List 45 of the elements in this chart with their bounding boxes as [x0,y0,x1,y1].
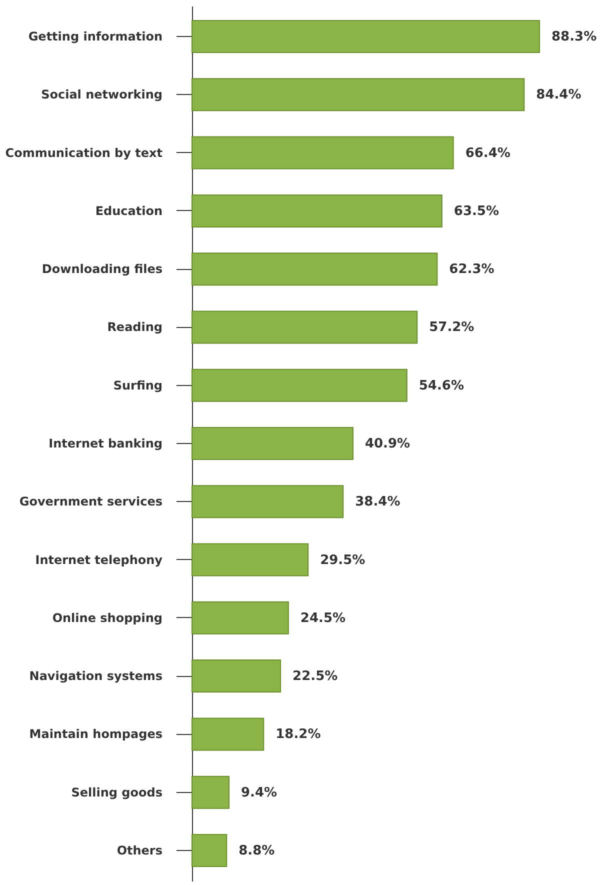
bar [192,310,418,344]
y-tick-label: Internet telephony [35,552,163,567]
bar [192,194,442,228]
bar [192,601,289,634]
data-label: 22.5% [292,669,338,684]
bar [192,543,309,576]
y-tick-label: Getting information [28,30,162,44]
bar [192,834,228,867]
y-tick-label: Reading [107,320,162,334]
y-tick-label: Surfing [113,378,162,392]
data-label: 63.5% [454,204,500,219]
bar [192,427,354,460]
data-label: 40.9% [364,436,410,452]
data-label: 62.3% [449,262,494,278]
y-tick-label: Navigation systems [29,669,162,684]
y-tick-label: Education [95,204,162,218]
y-tick-label: Others [116,843,162,858]
data-label: 38.4% [355,494,400,510]
data-label: 9.4% [240,785,278,800]
bar [192,776,230,809]
data-label: 57.2% [429,320,474,336]
y-tick-label: Downloading files [42,262,162,276]
bar [192,485,344,518]
data-label: 54.6% [418,378,464,394]
y-tick-label: Social networking [41,88,162,102]
y-tick-label: Maintain hompages [29,727,162,742]
bar [192,660,282,693]
bar [192,78,525,112]
bar [192,20,540,54]
bar [192,368,408,402]
bar [192,252,438,286]
data-label: 88.3% [552,30,597,45]
y-tick-label: Selling goods [71,785,162,800]
bar [192,136,454,170]
y-tick-label: Online shopping [52,610,162,625]
y-tick-label: Communication by text [5,146,163,160]
data-label: 8.8% [238,843,275,858]
data-label: 18.2% [276,727,321,742]
data-label: 29.5% [320,552,366,568]
data-label: 24.5% [300,610,346,626]
data-label: 66.4% [465,146,510,161]
y-tick-label: Internet banking [48,436,162,450]
y-tick-label: Government services [19,494,162,509]
bar [192,718,264,751]
data-label: 84.4% [536,88,582,103]
